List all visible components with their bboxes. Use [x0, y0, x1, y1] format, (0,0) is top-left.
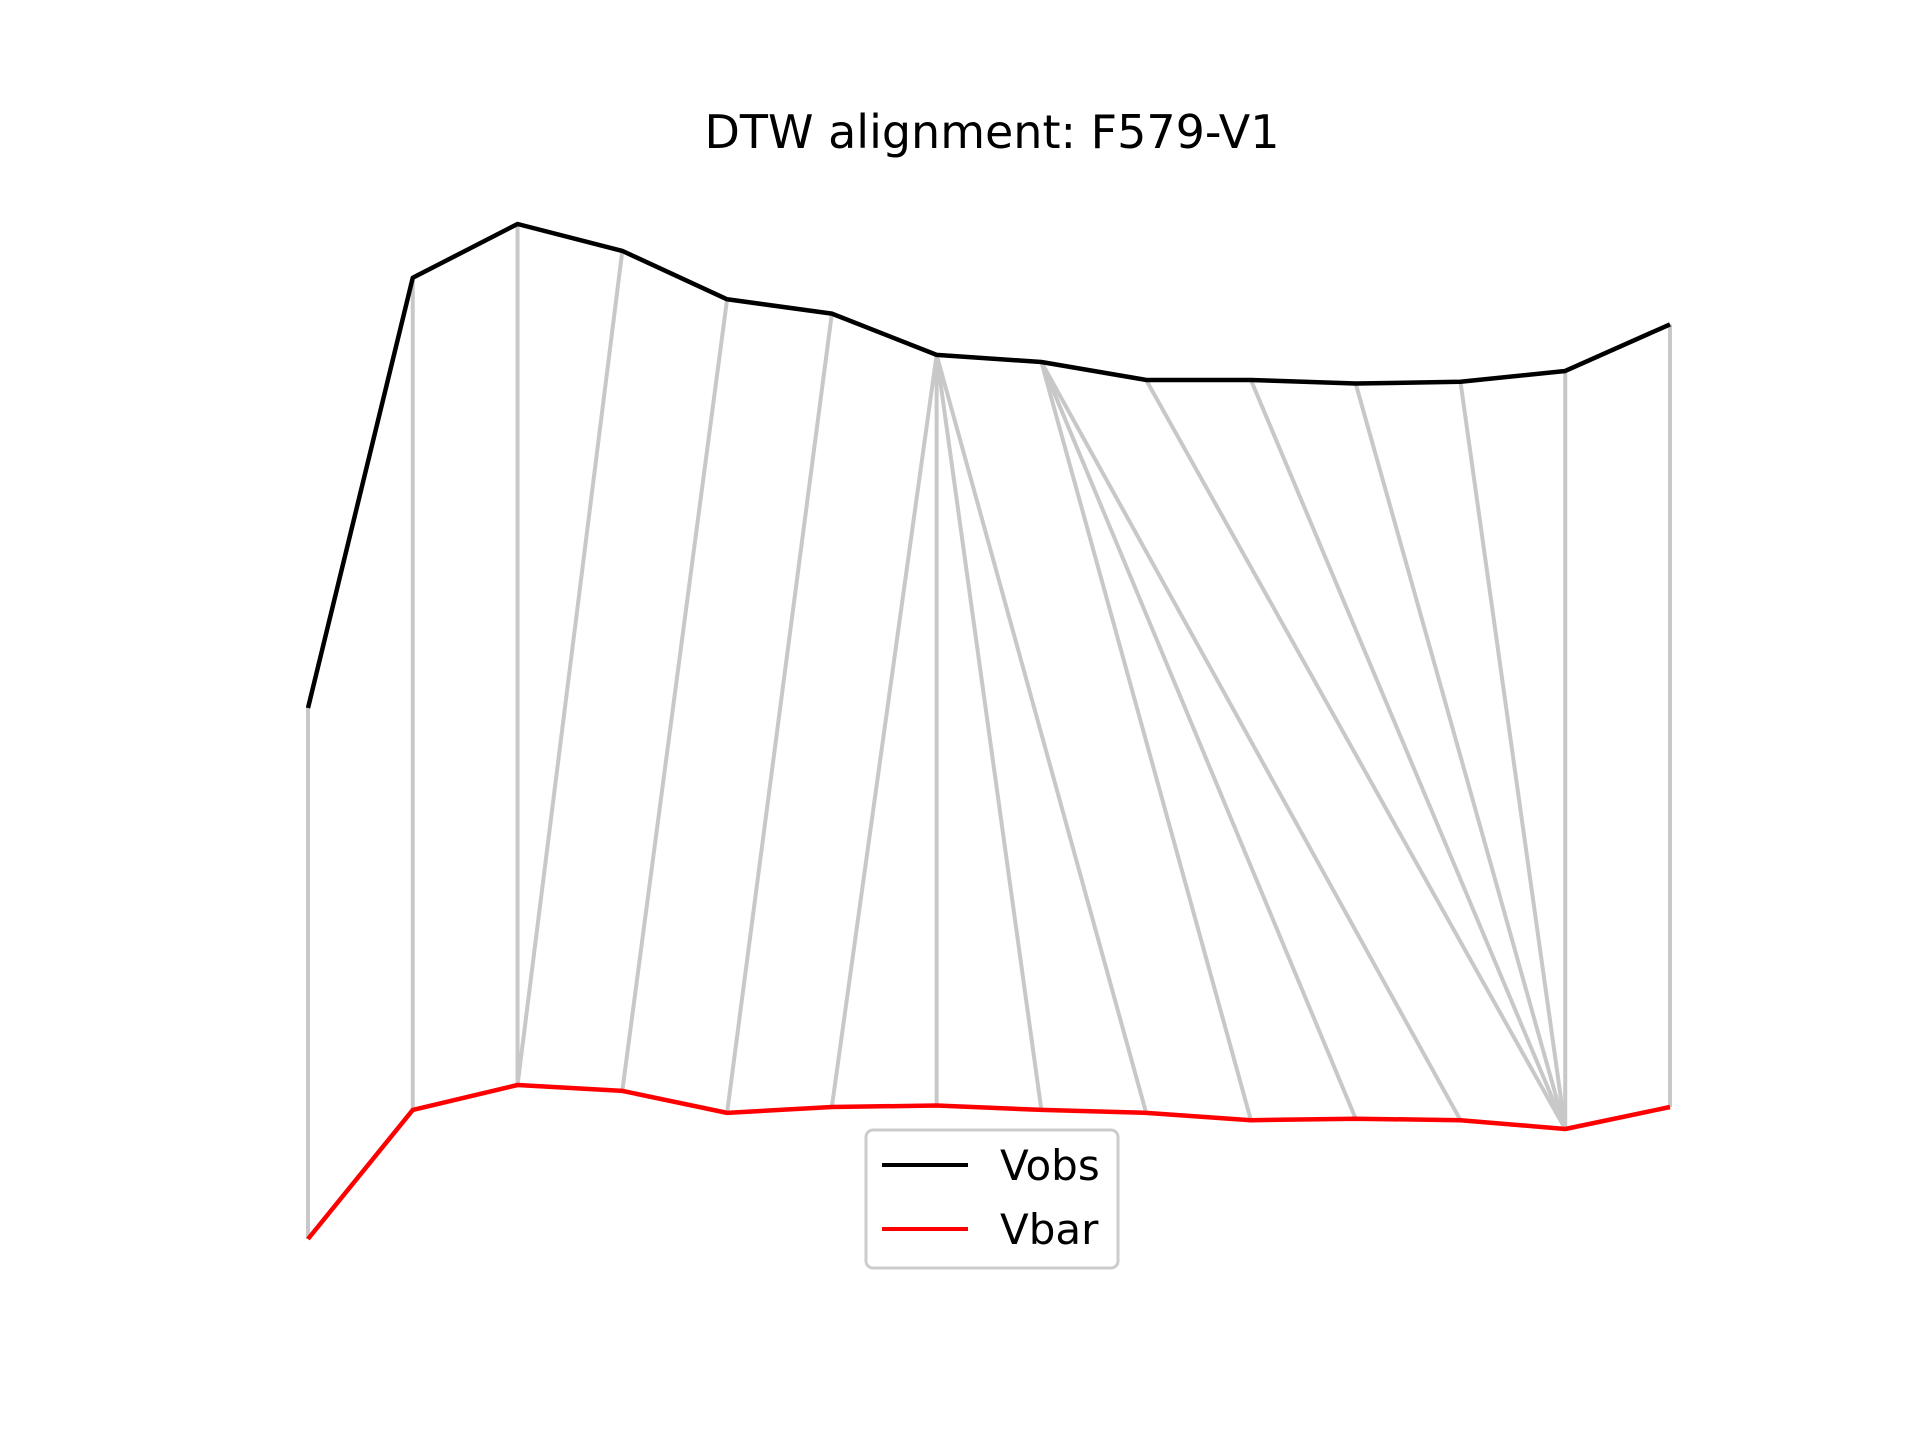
alignment-line-6 [829, 354, 939, 1108]
series-line-vbar [306, 1082, 1671, 1241]
legend-label-vbar: Vbar [1000, 1205, 1099, 1254]
alignment-line-4 [620, 299, 730, 1092]
alignment-lines [306, 224, 1672, 1239]
chart-title: DTW alignment: F579-V1 [704, 105, 1279, 159]
alignment-line-10 [1039, 361, 1253, 1121]
alignment-line-8 [934, 354, 1044, 1111]
legend-label-vobs: Vobs [1000, 1141, 1100, 1190]
alignment-line-3 [515, 250, 625, 1086]
alignment-line-16 [1458, 381, 1568, 1130]
alignment-line-12 [1039, 361, 1463, 1122]
alignment-line-5 [725, 313, 834, 1114]
alignment-line-9 [934, 354, 1149, 1114]
alignment-line-15 [1353, 382, 1568, 1130]
legend: Vobs Vbar [864, 1128, 1120, 1270]
alignment-line-13 [1144, 378, 1567, 1130]
alignment-line-14 [1249, 379, 1568, 1130]
alignment-line-11 [1039, 361, 1358, 1120]
series-line-vobs [305, 221, 1671, 709]
series-lines [305, 221, 1671, 1241]
